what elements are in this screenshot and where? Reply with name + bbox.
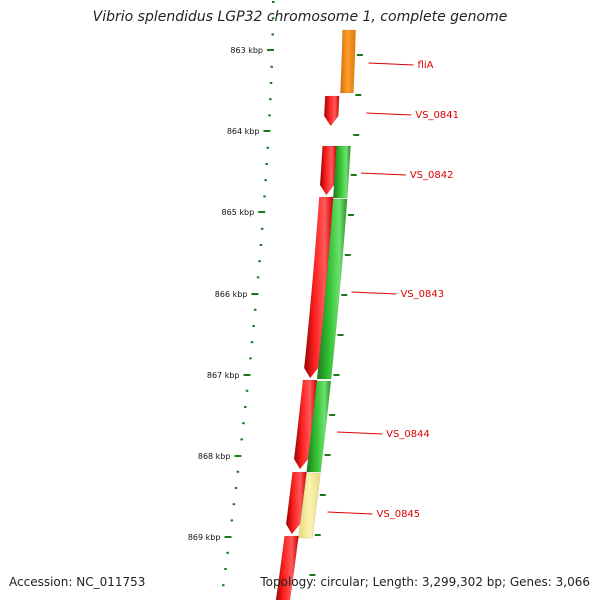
accession-text: Accession: NC_011753 — [9, 575, 146, 589]
cds-feature[interactable] — [275, 535, 299, 600]
gene-feature[interactable] — [340, 29, 356, 94]
gene-feature[interactable] — [316, 198, 348, 380]
gene-label[interactable]: VS_0841 — [415, 110, 459, 121]
gene-feature[interactable] — [298, 472, 321, 539]
gene-label[interactable]: VS_0844 — [386, 429, 430, 440]
label-leader-line — [351, 291, 397, 295]
gene-feature[interactable] — [332, 145, 351, 199]
label-leader-line — [327, 511, 373, 515]
tick-label: 868 kbp — [198, 452, 231, 461]
gene-label[interactable]: VS_0845 — [377, 509, 421, 520]
tick-label: 863 kbp — [230, 46, 263, 55]
gene-label[interactable]: VS_0842 — [410, 170, 454, 181]
cds-feature[interactable] — [293, 379, 318, 470]
tick-label: 864 kbp — [227, 127, 260, 136]
tick-label: 869 kbp — [188, 533, 221, 542]
gene-feature[interactable] — [306, 380, 332, 473]
map-title: Vibrio splendidus LGP32 chromosome 1, co… — [92, 9, 508, 25]
cds-feature[interactable] — [323, 95, 340, 127]
label-leader-line — [368, 62, 414, 66]
tick-label: 866 kbp — [215, 290, 248, 299]
label-leader-line — [337, 431, 383, 435]
tick-label: 865 kbp — [222, 208, 255, 217]
gene-label[interactable]: fliA — [418, 60, 434, 71]
gene-label[interactable]: VS_0843 — [400, 289, 444, 300]
tick-label: 867 kbp — [207, 371, 240, 380]
label-leader-line — [360, 172, 406, 176]
label-leader-line — [366, 112, 412, 116]
genome-summary-text: Topology: circular; Length: 3,299,302 bp… — [260, 575, 590, 589]
